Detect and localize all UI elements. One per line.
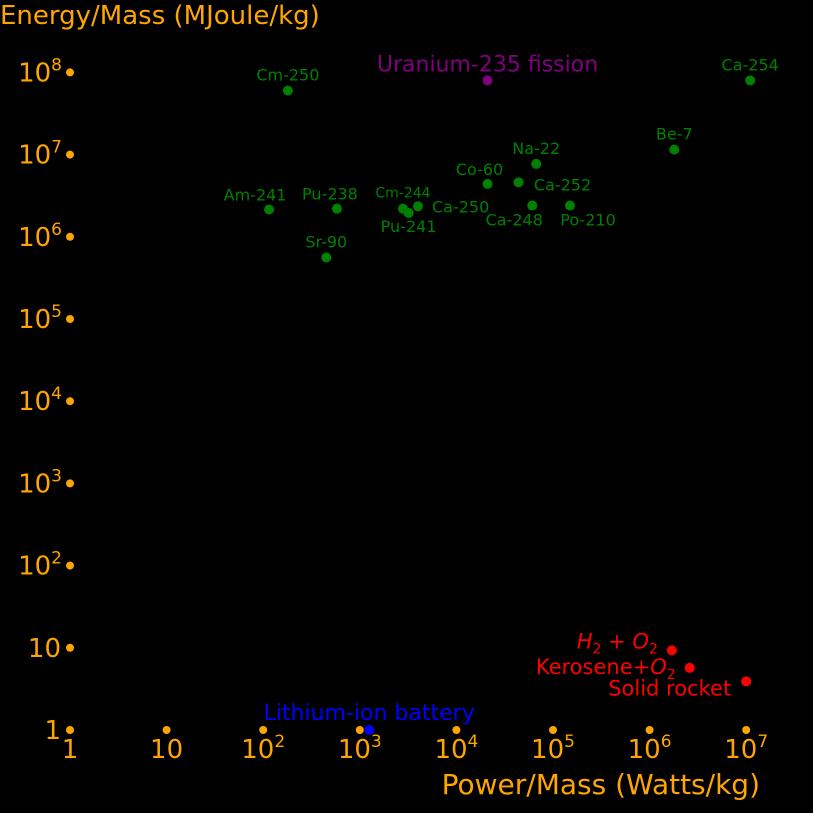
y-tick-mark (66, 561, 74, 570)
data-point (412, 201, 423, 212)
point-label: Cm-250 (256, 66, 319, 85)
data-point (482, 178, 493, 189)
y-tick-label: 104 (18, 384, 62, 417)
point-label: Co-60 (456, 160, 503, 179)
point-label: Uranium-235 fission (377, 52, 598, 77)
data-point (482, 75, 493, 86)
point-label: Cm-244 (375, 186, 430, 202)
x-axis-ticks: 1 10 102 103 104 105 106 107 (62, 726, 768, 765)
y-tick-mark (66, 397, 74, 406)
y-tick-label: 103 (18, 466, 62, 499)
y-tick-label: 106 (18, 220, 62, 253)
x-axis-label: Power/Mass (Watts/kg) (442, 768, 760, 801)
point-label: Ca-248 (486, 211, 543, 230)
y-tick-label: 10 (28, 634, 61, 664)
y-tick-mark (66, 150, 74, 159)
data-points: Cm-250 Uranium-235 fission Ca-254 Be-7 Na-22… (224, 52, 779, 735)
x-tick-label: 1 (62, 735, 79, 765)
y-tick-label: 1 (44, 716, 61, 746)
x-tick-label: 10 (150, 735, 183, 765)
data-point (403, 207, 414, 218)
data-point (264, 204, 275, 215)
data-point (527, 200, 538, 211)
x-tick-label: 104 (434, 732, 478, 765)
y-tick-mark (66, 643, 74, 652)
x-tick-mark (742, 726, 751, 734)
data-point (741, 676, 752, 687)
y-tick-mark (66, 232, 74, 241)
y-tick-mark (66, 315, 74, 323)
point-label: Ca-252 (534, 175, 591, 194)
data-point (565, 200, 576, 211)
x-tick-label: 102 (241, 732, 285, 765)
y-tick-mark (66, 479, 74, 488)
point-label: Na-22 (512, 139, 560, 158)
x-tick-mark (549, 726, 557, 734)
y-tick-mark (66, 726, 74, 734)
data-point (666, 645, 677, 656)
point-label: Ca-254 (722, 55, 779, 74)
point-label: Po-210 (560, 211, 615, 230)
x-tick-mark (355, 726, 364, 734)
y-tick-label: 102 (18, 549, 62, 582)
data-point (282, 85, 293, 96)
data-point (684, 662, 695, 673)
point-label: Am-241 (224, 185, 287, 204)
point-label: H2 + O2 (577, 629, 658, 657)
x-tick-mark (452, 726, 461, 734)
y-tick-mark (66, 68, 74, 77)
data-point (745, 75, 756, 86)
y-tick-label: 105 (18, 302, 62, 335)
x-tick-label: 105 (531, 732, 575, 765)
x-tick-label: 103 (338, 732, 382, 765)
y-tick-label: 107 (18, 138, 62, 171)
point-label: Pu-241 (381, 217, 437, 236)
x-tick-label: 106 (628, 732, 672, 765)
data-point (669, 144, 680, 155)
point-label: Be-7 (656, 125, 693, 144)
point-label: Solid rocket (608, 676, 731, 700)
x-tick-mark (162, 726, 171, 734)
data-point (364, 725, 375, 735)
x-tick-mark (259, 726, 268, 734)
y-tick-label: 108 (18, 55, 62, 88)
y-axis-ticks: 1 10 102 103 104 105 106 107 108 (18, 55, 74, 746)
data-point (321, 252, 332, 263)
point-label: Pu-238 (302, 185, 358, 204)
data-point (331, 203, 342, 214)
data-point (531, 158, 542, 169)
x-tick-label: 107 (724, 732, 768, 765)
point-label: Kerosene+O2 (536, 655, 676, 683)
y-axis-label: Energy/Mass (MJoule/kg) (0, 1, 320, 31)
data-point (513, 177, 524, 188)
point-label: Ca-250 (432, 197, 489, 216)
x-tick-mark (645, 726, 654, 734)
point-label: Sr-90 (305, 232, 347, 251)
point-label: Lithium-ion battery (264, 701, 475, 726)
